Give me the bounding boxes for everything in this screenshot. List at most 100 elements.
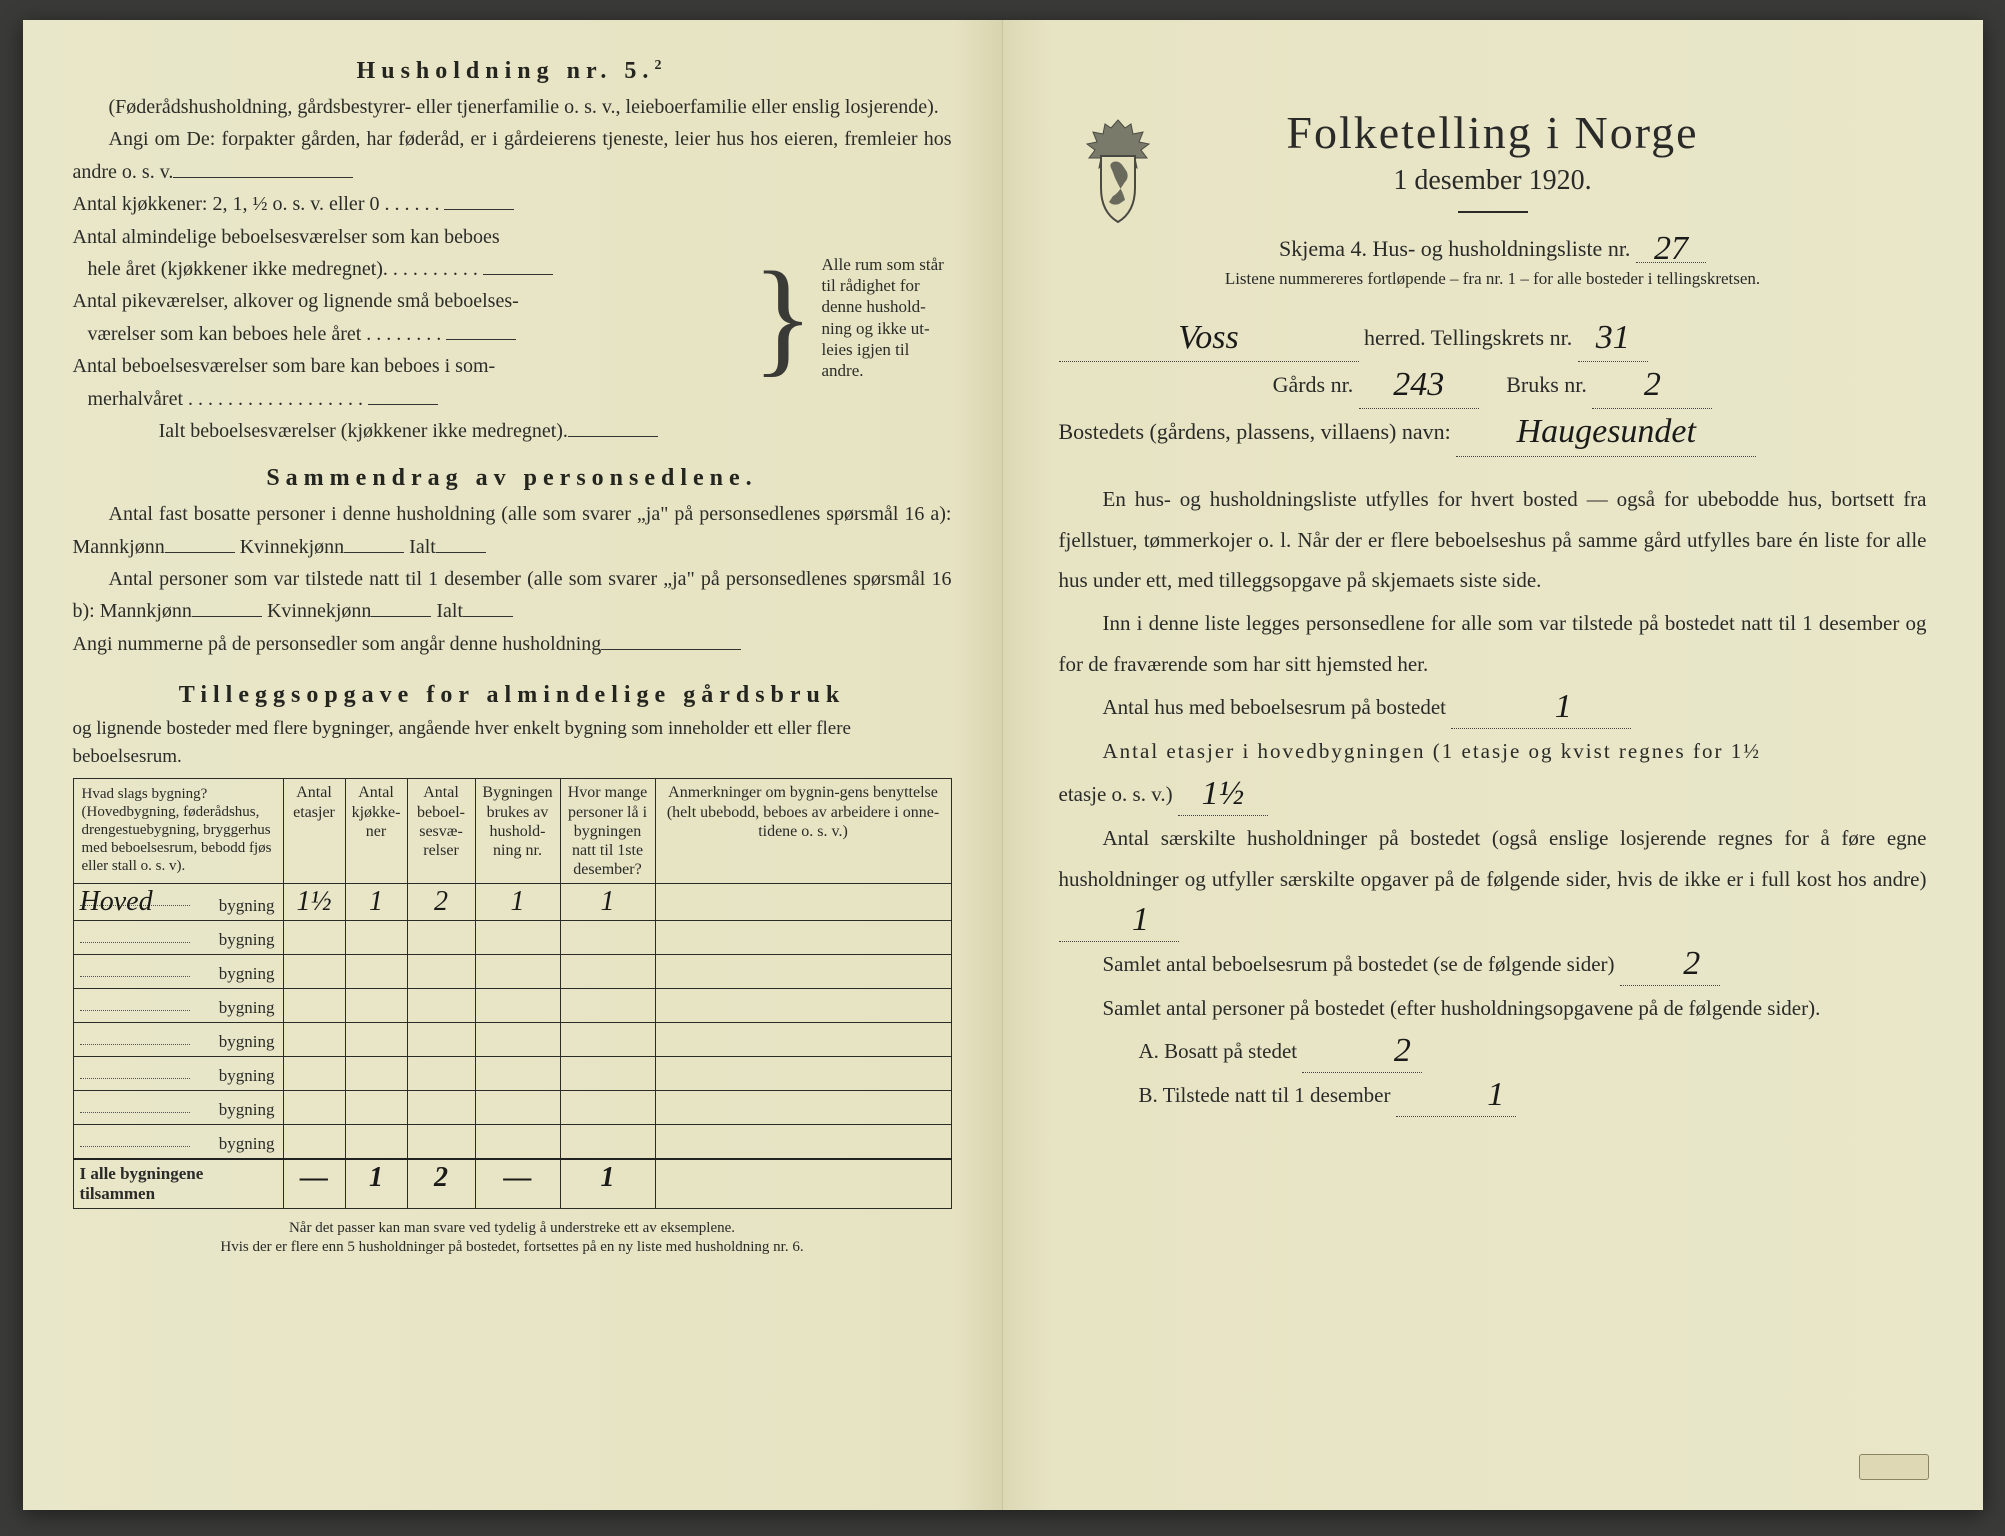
total-cell-kjokkener: 1 [345,1159,407,1209]
alm1: Antal almindelige beboelsesværelser som … [73,226,500,248]
hush5-body: (Føderådshusholdning, gårdsbestyrer- ell… [73,91,952,447]
footnote: Når det passer kan man svare ved tydelig… [73,1219,952,1258]
blank-line [463,598,513,617]
building-name-handwritten: Hoved [80,886,153,917]
cell-etasjer [283,955,345,989]
blank-line [368,386,438,405]
cell-vaerelser [407,955,475,989]
cell-kjokkener [345,955,407,989]
cell-personer [560,989,655,1023]
line-samlet-beb: Samlet antal beboelsesrum på bostedet (s… [1059,944,1927,986]
right-header: Folketelling i Norge 1 desember 1920. Sk… [1059,106,1927,289]
line-etasjer-b-text: etasje o. s. v.) [1059,782,1173,806]
line-samlet-beb-value: 2 [1683,945,1700,982]
blank-line [568,418,658,437]
krets-field: 31 [1578,315,1648,362]
coat-of-arms-icon [1079,116,1157,226]
table-row: bygning [73,955,951,989]
cell-kjokkener [345,921,407,955]
schema-number: 27 [1654,230,1688,267]
cell-personer [560,955,655,989]
bygning-suffix: bygning [219,998,275,1018]
cell-bygning: Hoved bygning [73,884,283,921]
bruks-value: 2 [1644,366,1661,403]
footnote1: Når det passer kan man svare ved tydelig… [289,1220,735,1236]
line-etasjer-b: etasje o. s. v.) 1½ [1059,774,1927,816]
cell-hushold [475,921,560,955]
bygning-suffix: bygning [219,964,275,984]
bygning-suffix: bygning [219,1134,275,1154]
blank-line [192,598,262,617]
cell-bygning: bygning [73,1091,283,1125]
row-underline [80,1095,190,1113]
pike-line: Antal pikeværelser, alkover og lignende … [73,285,745,350]
cell-vaerelser [407,989,475,1023]
bosted-line: Bostedets (gårdens, plassens, villaens) … [1059,409,1927,456]
line-hus-value: 1 [1555,688,1572,725]
ialt-text: Ialt beboelsesværelser (kjøkkener ikke m… [159,420,568,442]
cell-etasjer [283,1125,345,1159]
cell-kjokkener [345,1091,407,1125]
line-B-label: B. Tilstede natt til 1 desember [1139,1083,1391,1107]
cell-bygning: bygning [73,955,283,989]
bygning-suffix: bygning [219,1100,275,1120]
table-row: bygning [73,1057,951,1091]
total-cell-hushold: — [475,1159,560,1209]
line-A: A. Bosatt på stedet 2 [1059,1031,1927,1073]
bygning-suffix: bygning [219,1032,275,1052]
bygning-suffix: bygning [219,930,275,950]
row-underline [80,1027,190,1045]
document-spread: Husholdning nr. 5. 2 (Føderådshusholdning… [23,20,1983,1510]
cell-anm [655,1023,951,1057]
total-value-handwritten: — [300,1162,328,1193]
col-bygning: Hvad slags bygning? (Hovedbygning, føder… [73,779,283,884]
cell-kjokkener [345,1057,407,1091]
cell-bygning: bygning [73,1023,283,1057]
cell-anm [655,1125,951,1159]
col-vaerelser: Antal beboel-sesvæ-relser [407,779,475,884]
pike1: Antal pikeværelser, alkover og lignende … [73,290,519,312]
line-A-field: 2 [1302,1031,1422,1073]
cell-value-handwritten: 1 [601,886,615,917]
kjokkener-line: Antal kjøkkener: 2, 1, ½ o. s. v. eller … [73,188,745,220]
ialt-line: Ialt beboelsesværelser (kjøkkener ikke m… [73,415,745,447]
cell-vaerelser [407,1023,475,1057]
archive-stamp-icon [1859,1454,1929,1480]
total-value-handwritten: 1 [369,1162,383,1193]
blank-line [444,191,514,210]
row-underline [80,993,190,1011]
cell-personer [560,1091,655,1125]
cell-value-handwritten: 1½ [297,886,332,917]
herred-value: Voss [1178,319,1238,356]
table-row: bygning [73,1023,951,1057]
cell-personer [560,921,655,955]
cell-vaerelser [407,1091,475,1125]
cell-vaerelser [407,921,475,955]
cell-kjokkener [345,989,407,1023]
sam-p2c: Ialt [436,600,463,622]
cell-vaerelser [407,1057,475,1091]
sammendrag-body: Antal fast bosatte personer i denne hush… [73,498,952,660]
line-hus: Antal hus med beboelsesrum på bostedet 1 [1059,687,1927,729]
bruks-field: 2 [1592,362,1712,409]
cell-personer [560,1125,655,1159]
cell-hushold [475,989,560,1023]
krets-value: 31 [1596,319,1630,356]
blank-line [446,321,516,340]
hush5-title-text: Husholdning nr. 5. [357,58,655,84]
cell-vaerelser [407,1125,475,1159]
blank-line [436,534,486,553]
sammendrag-title: Sammendrag av personsedlene. [73,465,952,492]
line-samlet-beb-text: Samlet antal beboelsesrum på bostedet (s… [1103,952,1615,976]
cell-anm [655,1091,951,1125]
cell-etasjer [283,1057,345,1091]
bygning-suffix: bygning [219,896,275,916]
cell-anm [655,1057,951,1091]
almindelige-line: Antal almindelige beboelsesværelser som … [73,221,745,286]
pike2: værelser som kan beboes hele året [88,323,362,345]
row-underline [80,959,190,977]
sommer-line: Antal beboelsesværelser som bare kan beb… [73,350,745,415]
cell-etasjer [283,989,345,1023]
cell-anm [655,884,951,921]
divider [1458,211,1528,213]
